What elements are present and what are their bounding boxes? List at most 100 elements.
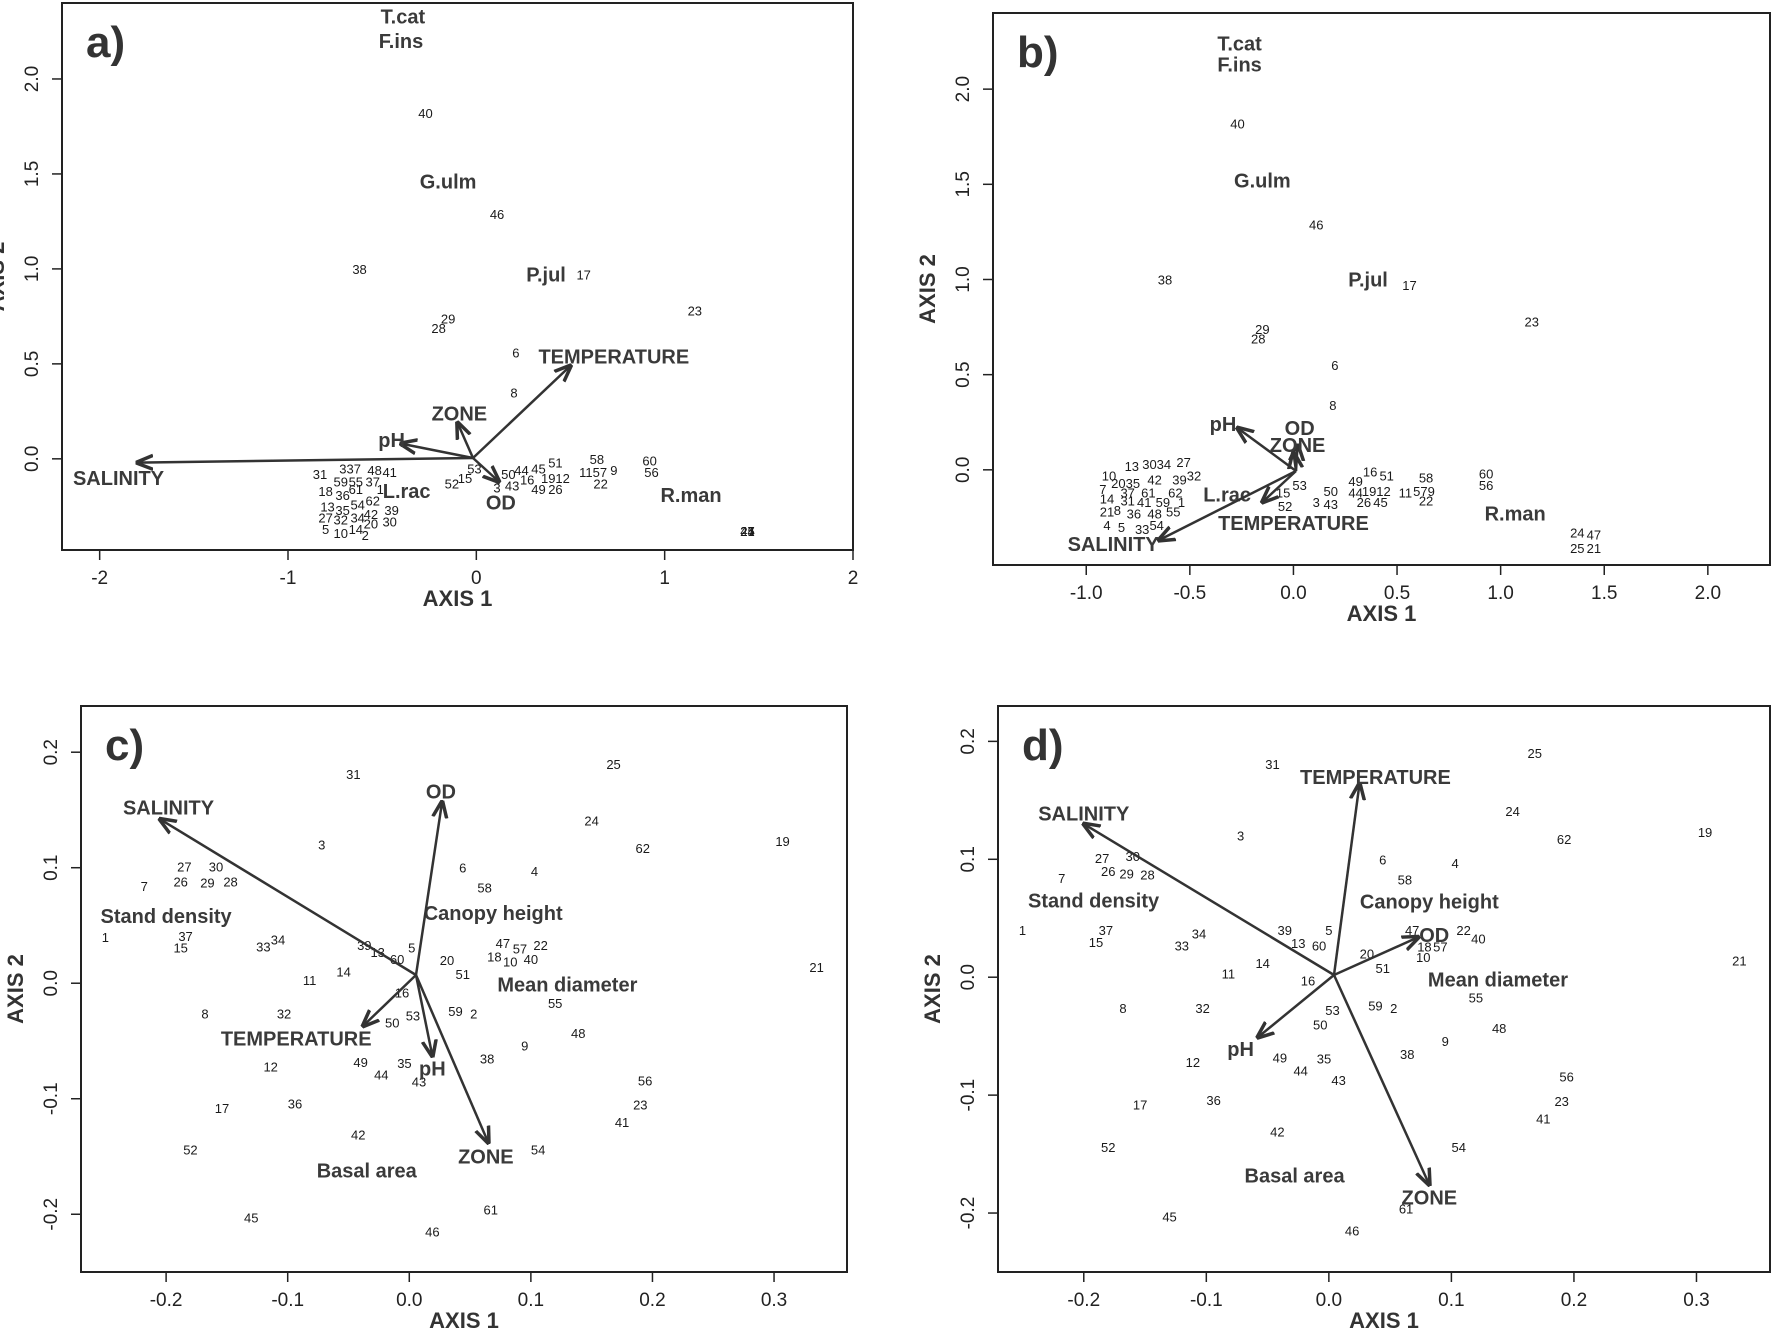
site-point: 43 xyxy=(412,1074,426,1089)
vector-arrow xyxy=(1084,824,1335,977)
y-tick-label: 0.5 xyxy=(22,351,43,377)
y-axis-title: AXIS 2 xyxy=(0,242,9,312)
y-tick-label: -0.2 xyxy=(41,1198,62,1231)
y-tick-label: -0.1 xyxy=(41,1082,62,1115)
site-point: 55 xyxy=(1469,990,1483,1005)
site-point: 47 xyxy=(1587,528,1601,543)
plot-frame xyxy=(997,705,1771,1273)
vector-arrow xyxy=(137,458,474,463)
site-point: 41 xyxy=(1137,495,1151,510)
vector-label: OD xyxy=(426,781,456,803)
site-point: 46 xyxy=(1345,1224,1359,1239)
site-point: 60 xyxy=(642,454,656,469)
site-point: 11 xyxy=(1222,967,1236,982)
site-point: 47 xyxy=(740,524,754,539)
category-label: P.jul xyxy=(1348,269,1388,291)
site-point: 579 xyxy=(1413,484,1435,499)
site-point: 15 xyxy=(1276,486,1290,501)
site-point: 42 xyxy=(351,1128,365,1143)
site-point: 17 xyxy=(215,1101,229,1116)
category-label: F.ins xyxy=(1217,54,1261,76)
site-point: 2035 xyxy=(1111,476,1140,491)
site-point: 17 xyxy=(576,268,590,283)
site-point: 3 xyxy=(318,838,325,853)
site-point: 30 xyxy=(209,860,223,875)
vector-label: ZONE xyxy=(432,403,488,425)
site-point: 25 xyxy=(1527,746,1541,761)
site-point: 12 xyxy=(1186,1055,1200,1070)
x-tick-label: -0.1 xyxy=(1190,1290,1223,1311)
site-point: 15 xyxy=(1089,935,1103,950)
site-point: 59 xyxy=(1156,495,1170,510)
site-point: 13 xyxy=(1125,459,1139,474)
vector-label: TEMPERATURE xyxy=(221,1029,372,1051)
site-point: 40 xyxy=(524,952,538,967)
x-tick-label: 1 xyxy=(659,568,670,589)
site-point: 48 xyxy=(367,463,381,478)
site-point: 20 xyxy=(364,516,378,531)
site-point: 42 xyxy=(1147,472,1161,487)
site-point: 6 xyxy=(512,345,519,360)
site-point: 33 xyxy=(1175,938,1189,953)
site-point: 26 xyxy=(1101,864,1115,879)
site-point: 38 xyxy=(480,1051,494,1066)
site-point: 60 xyxy=(1312,938,1326,953)
site-point: 12 xyxy=(263,1059,277,1074)
site-point: 21 xyxy=(1587,541,1601,556)
site-point: 1912 xyxy=(1362,484,1391,499)
vector-arrow xyxy=(414,974,432,1056)
x-tick-label: -1 xyxy=(280,568,297,589)
site-point: 29 xyxy=(1255,322,1269,337)
site-point: 29 xyxy=(441,311,455,326)
panel-letter: c) xyxy=(105,721,144,770)
site-point: 38 xyxy=(1400,1047,1414,1062)
site-point: 17 xyxy=(1402,278,1416,293)
y-tick-label: 1.5 xyxy=(953,171,974,197)
panel-a: -2 -1 0 1 2 0.0 0.5 1.0 1.5 2.0 AXIS 1 AXIS 2 a) 40 46… xyxy=(0,2,858,611)
site-point: 54 xyxy=(1149,518,1163,533)
site-point: 25 xyxy=(740,524,754,539)
vector-label: TEMPERATURE xyxy=(1218,513,1369,535)
vector-arrow xyxy=(1237,428,1297,473)
site-point: 46 xyxy=(1309,217,1323,232)
site-point: 11 xyxy=(1399,486,1413,501)
vector-arrow xyxy=(414,974,488,1143)
x-tick-label: -0.1 xyxy=(271,1290,304,1311)
y-tick-label: 0.0 xyxy=(41,970,62,996)
site-point: 42 xyxy=(1270,1125,1284,1140)
site-point: 54 xyxy=(531,1143,545,1158)
site-point: 50 xyxy=(501,467,515,482)
category-label: R.man xyxy=(660,485,721,507)
site-point: 5 xyxy=(1325,923,1332,938)
y-tick-label: -0.1 xyxy=(958,1079,979,1112)
site-point: 41 xyxy=(382,465,396,480)
site-point: 36 xyxy=(1206,1093,1220,1108)
site-point: 27 xyxy=(1095,851,1109,866)
site-point: 54 xyxy=(1452,1140,1466,1155)
panel-d: -0.2 -0.1 0.0 0.1 0.2 0.3 -0.2 -0.1 0.0 0.1 0.2 AXI… xyxy=(920,705,1771,1333)
site-point: 40 xyxy=(1471,931,1485,946)
x-tick-label: 2.0 xyxy=(1695,583,1721,604)
site-point: 5 xyxy=(408,940,415,955)
y-tick-label: 0.5 xyxy=(953,361,974,387)
x-tick-label: 0 xyxy=(471,568,482,589)
vector-arrow xyxy=(363,974,417,1026)
site-point: 61 xyxy=(484,1203,498,1218)
vector-label: TEMPERATURE xyxy=(1300,767,1451,789)
site-point: 38 xyxy=(352,262,366,277)
x-axis-title: AXIS 1 xyxy=(1349,1308,1419,1333)
site-point: 60 xyxy=(390,952,404,967)
site-point: 26 xyxy=(173,875,187,890)
site-point: 28 xyxy=(431,321,445,336)
site-point: 35 xyxy=(335,503,349,518)
site-point: 21 xyxy=(809,960,823,975)
site-point: 10 xyxy=(1102,469,1116,484)
y-axis-title: AXIS 2 xyxy=(915,254,940,324)
site-point: 33 xyxy=(1135,522,1149,537)
site-point: 51 xyxy=(1379,469,1393,484)
site-point: 1 xyxy=(377,482,384,497)
category-label: Mean diameter xyxy=(1428,970,1568,992)
site-point: 45 xyxy=(1373,495,1387,510)
x-axis-title: AXIS 1 xyxy=(429,1308,499,1333)
